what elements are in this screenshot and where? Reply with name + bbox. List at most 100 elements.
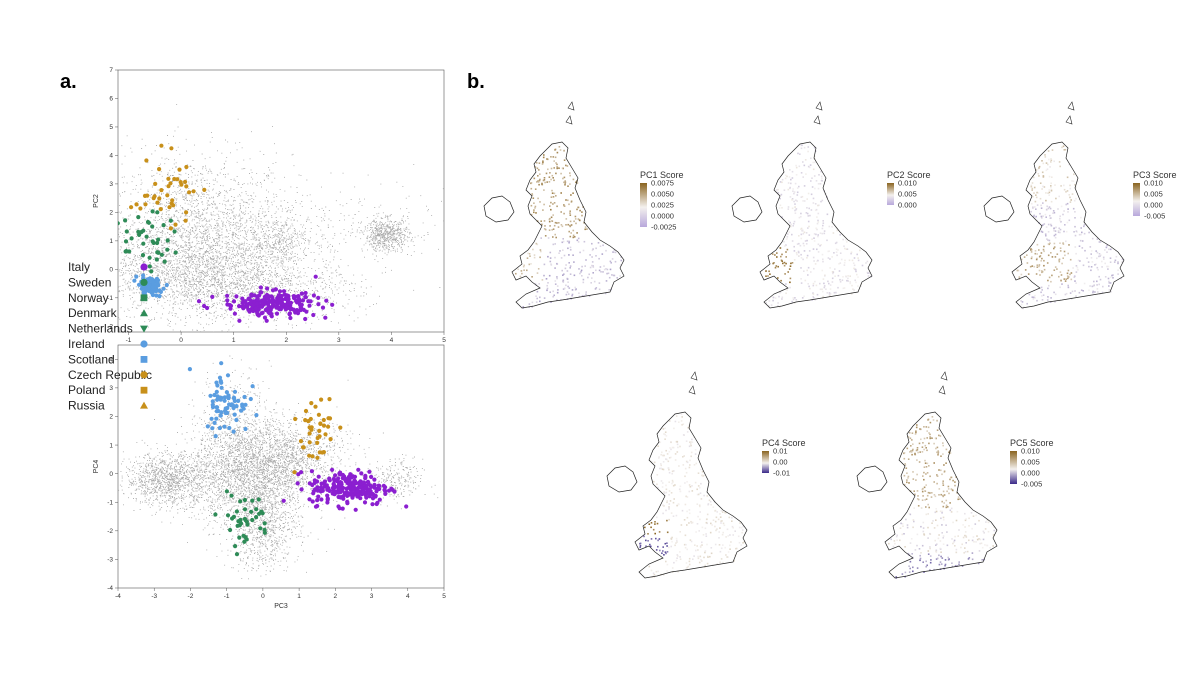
score-dot — [831, 277, 834, 280]
score-dot — [554, 156, 557, 159]
score-dot — [1050, 158, 1052, 161]
data-point — [267, 294, 272, 299]
score-dot — [1030, 184, 1033, 187]
uk-map — [606, 371, 748, 579]
score-dot — [662, 550, 664, 552]
score-dot — [964, 547, 966, 549]
score-dot — [718, 537, 720, 539]
score-dot — [653, 480, 655, 483]
score-dot — [569, 172, 571, 174]
score-dot — [544, 228, 547, 231]
score-dot — [929, 532, 931, 535]
score-dot — [677, 570, 679, 573]
score-dot — [665, 491, 668, 494]
score-dot — [1113, 261, 1116, 263]
x-tick-label: 1 — [297, 593, 301, 600]
score-dot — [793, 259, 796, 261]
score-dot — [980, 542, 983, 545]
score-dot — [825, 288, 827, 290]
score-dot — [1103, 258, 1105, 260]
score-dot — [556, 285, 559, 287]
data-point — [175, 177, 180, 182]
score-dot — [790, 178, 792, 181]
score-dot — [1091, 285, 1094, 288]
score-dot — [608, 289, 610, 291]
score-dot — [789, 221, 791, 224]
score-dot — [802, 232, 805, 235]
score-dot — [707, 556, 709, 558]
point-layer — [118, 104, 444, 332]
score-dot — [1058, 227, 1060, 230]
score-dot — [574, 218, 577, 220]
score-dot — [925, 447, 927, 449]
score-dot — [917, 498, 920, 501]
score-dot — [1066, 202, 1069, 205]
score-dot — [1092, 291, 1094, 294]
score-dot — [1046, 238, 1048, 240]
score-dot — [1041, 160, 1043, 162]
score-dot — [807, 146, 810, 148]
score-dot — [964, 531, 967, 533]
score-dot — [1043, 268, 1046, 271]
score-dot — [814, 209, 817, 212]
score-dot — [674, 420, 677, 423]
score-dot — [789, 277, 792, 280]
score-dot — [1059, 219, 1061, 222]
score-dot — [919, 557, 922, 560]
score-dot — [816, 216, 818, 218]
score-dot — [664, 431, 667, 433]
score-dot — [653, 574, 656, 576]
score-dot — [927, 537, 929, 539]
score-dot — [945, 448, 948, 451]
score-dot — [553, 160, 555, 162]
score-dot — [827, 257, 830, 259]
score-dot — [731, 520, 733, 522]
island-outline — [815, 101, 823, 111]
score-dot — [686, 566, 689, 569]
score-dot — [778, 207, 781, 209]
score-dot — [916, 533, 919, 536]
score-dot — [569, 265, 572, 267]
score-dot — [1038, 165, 1041, 168]
uk-map — [731, 101, 873, 309]
score-dot — [1045, 199, 1047, 202]
score-dot — [813, 233, 816, 235]
data-point — [331, 476, 336, 481]
score-dot — [1053, 160, 1055, 163]
legend-item-denmark: Denmark — [68, 306, 148, 320]
score-dot — [1071, 180, 1073, 182]
score-dot — [936, 420, 938, 422]
score-dot — [1110, 290, 1112, 293]
score-dot — [533, 202, 535, 204]
score-dot — [1034, 294, 1036, 297]
score-dot — [727, 551, 730, 553]
data-point — [348, 490, 354, 495]
score-dot — [1050, 161, 1052, 163]
score-dot — [658, 457, 660, 459]
data-point — [315, 455, 320, 460]
score-dot — [688, 563, 691, 566]
score-dot — [963, 552, 965, 554]
score-dot — [553, 202, 556, 204]
score-dot — [673, 470, 675, 472]
score-dot — [802, 176, 804, 178]
score-dot — [558, 146, 561, 148]
score-dot — [812, 248, 815, 250]
score-dot — [1088, 231, 1090, 234]
score-dot — [597, 242, 600, 244]
data-point — [231, 429, 236, 434]
score-dot — [573, 220, 575, 223]
colorbar-gradient — [1133, 183, 1140, 216]
data-point — [298, 439, 304, 444]
score-dot — [805, 212, 808, 214]
score-dot — [720, 520, 722, 522]
score-dot — [677, 503, 680, 506]
score-dot — [1075, 230, 1078, 232]
score-dot — [534, 205, 537, 208]
score-dot — [943, 464, 945, 466]
data-point — [155, 210, 160, 215]
legend-marker-circle — [140, 278, 148, 286]
score-dot — [1061, 146, 1063, 149]
score-dot — [556, 151, 559, 154]
